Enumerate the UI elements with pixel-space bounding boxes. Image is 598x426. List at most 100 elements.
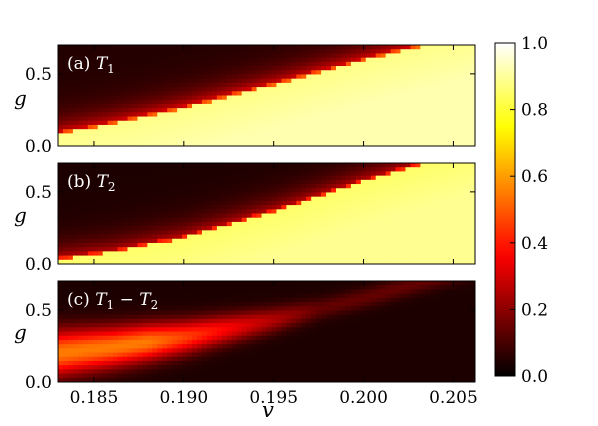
heatmap-cell [405, 95, 412, 101]
heatmap-cell [311, 82, 317, 88]
heatmap-cell [147, 293, 153, 299]
heatmap-cell [236, 365, 243, 370]
heatmap-cell [62, 335, 69, 341]
heatmap-cell [102, 124, 109, 130]
heatmap-cell [137, 91, 143, 97]
heatmap-cell [445, 78, 451, 84]
heatmap-cell [182, 179, 188, 185]
heatmap-cell [380, 78, 387, 84]
heatmap-cell [127, 188, 134, 194]
heatmap-cell [345, 120, 352, 126]
heatmap-cell [157, 221, 163, 227]
heatmap-cell [97, 238, 104, 244]
heatmap-cell [216, 171, 223, 177]
heatmap-cell [167, 78, 173, 84]
heatmap-cell [107, 87, 114, 92]
heatmap-cell [340, 120, 347, 126]
heatmap-cell [206, 335, 213, 341]
heatmap-cell [192, 259, 198, 264]
heatmap-cell [355, 226, 362, 231]
heatmap-cell [420, 116, 426, 122]
heatmap-cell [206, 103, 213, 109]
heatmap-cell [206, 221, 213, 227]
heatmap-cell [67, 167, 74, 173]
heatmap-cell [157, 91, 163, 97]
heatmap-cell [211, 192, 218, 198]
heatmap-cell [460, 70, 466, 76]
heatmap-cell [435, 175, 441, 181]
heatmap-cell [167, 369, 173, 375]
heatmap-cell [177, 49, 183, 55]
heatmap-cell [326, 167, 332, 173]
heatmap-cell [450, 184, 456, 189]
heatmap-cell [266, 175, 273, 181]
heatmap-cell [420, 108, 426, 113]
heatmap-cell [380, 196, 387, 202]
heatmap-cell [197, 259, 203, 264]
heatmap-cell [271, 141, 278, 146]
heatmap-cell [67, 87, 74, 92]
panel-b: (b) T2 g 0.00.5 [14, 162, 476, 275]
heatmap-cell [157, 289, 163, 295]
heatmap-cell [415, 259, 421, 264]
heatmap-cell [301, 137, 307, 143]
heatmap-cell [137, 247, 143, 252]
heatmap-cell [92, 281, 99, 286]
heatmap-cell [187, 45, 193, 50]
heatmap-cell [172, 327, 178, 333]
heatmap-cell [216, 259, 223, 264]
heatmap-cell [226, 318, 233, 324]
heatmap-cell [340, 141, 347, 146]
heatmap-cell [276, 129, 282, 134]
panel-b-label-prefix: (b) [67, 172, 97, 192]
heatmap-cell [340, 45, 347, 50]
heatmap-cell [117, 238, 124, 244]
heatmap-cell [82, 200, 89, 206]
heatmap-cell [107, 112, 114, 118]
heatmap-cell [147, 209, 153, 215]
heatmap-cell [62, 66, 69, 71]
heatmap-cell [350, 99, 357, 105]
heatmap-cell [306, 230, 312, 236]
heatmap-cell [82, 205, 89, 210]
heatmap-cell [72, 91, 79, 97]
heatmap-cell [92, 99, 99, 105]
heatmap-cell [380, 205, 387, 210]
heatmap-cell [420, 163, 426, 168]
heatmap-cell [256, 95, 263, 101]
heatmap-cell [201, 61, 208, 67]
heatmap-cell [380, 171, 387, 177]
heatmap-cell [62, 61, 69, 67]
heatmap-cell [410, 247, 417, 252]
heatmap-cell [226, 82, 233, 88]
heatmap-cell [445, 167, 451, 173]
heatmap-cell [410, 133, 417, 139]
heatmap-cell [67, 196, 74, 202]
heatmap-cell [102, 365, 109, 370]
heatmap-cell [122, 247, 129, 252]
heatmap-cell [296, 167, 302, 173]
heatmap-cell [355, 108, 362, 113]
heatmap-cell [365, 163, 372, 168]
heatmap-cell [142, 217, 148, 223]
heatmap-cell [206, 192, 213, 198]
heatmap-cell [266, 221, 273, 227]
heatmap-cell [216, 87, 223, 92]
heatmap-cell [340, 188, 347, 194]
heatmap-cell [112, 108, 119, 113]
heatmap-cell [127, 49, 134, 55]
heatmap-cell [281, 200, 287, 206]
heatmap-cell [152, 95, 158, 101]
heatmap-cell [286, 200, 292, 206]
heatmap-cell [390, 217, 397, 223]
heatmap-cell [92, 163, 99, 168]
heatmap-cell [177, 323, 183, 328]
heatmap-cell [415, 82, 421, 88]
heatmap-cell [395, 116, 402, 122]
heatmap-cell [435, 66, 441, 71]
heatmap-cell [157, 66, 163, 71]
heatmap-cell [62, 230, 69, 236]
heatmap-cell [92, 255, 99, 261]
heatmap-cell [435, 74, 441, 80]
heatmap-cell [440, 45, 446, 50]
